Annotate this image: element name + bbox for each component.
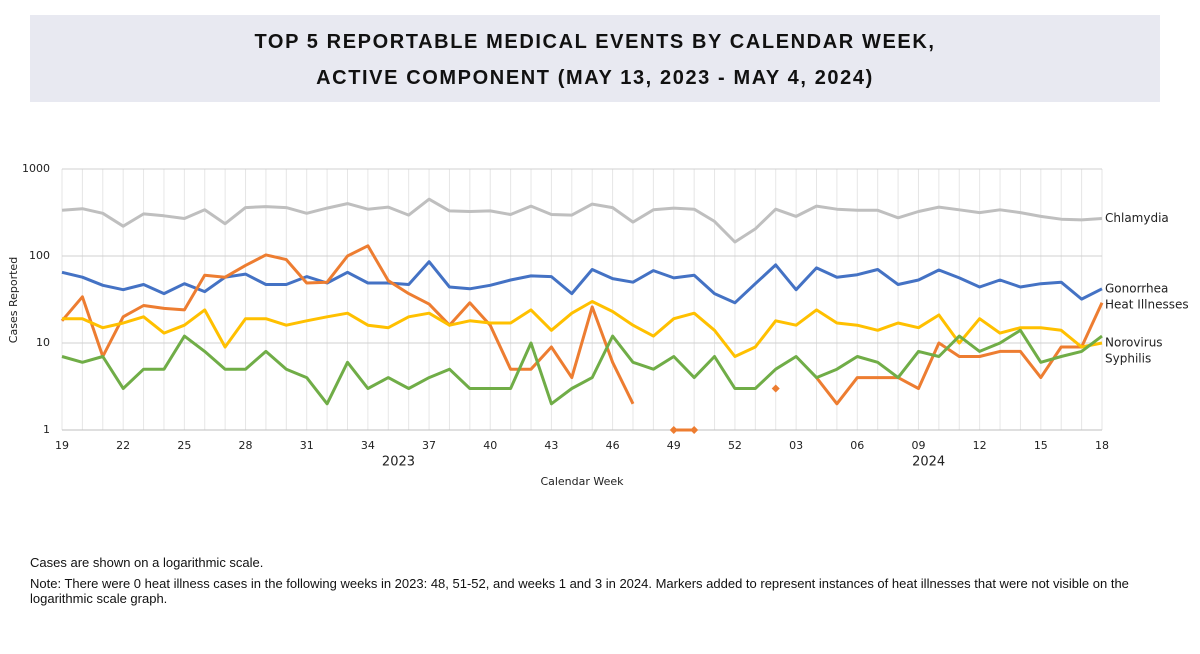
x-tick-label: 09: [911, 439, 925, 452]
x-tick-label: 06: [850, 439, 864, 452]
x-tick-label: 19: [55, 439, 69, 452]
y-axis-label: Cases Reported: [7, 257, 20, 343]
y-tick-label: 1000: [22, 162, 50, 175]
x-tick-label: 18: [1095, 439, 1109, 452]
year-label: 2024: [912, 455, 945, 470]
series-line: [61, 197, 1103, 244]
chart-title: ACTIVE COMPONENT (MAY 13, 2023 - MAY 4, …: [316, 67, 874, 89]
x-tick-label: 22: [116, 439, 130, 452]
y-tick-label: 100: [29, 249, 50, 262]
x-tick-label: 49: [667, 439, 681, 452]
x-tick-label: 31: [300, 439, 314, 452]
note: Note: There were 0 heat illness cases in…: [30, 576, 1129, 606]
y-tick-label: 1: [43, 423, 50, 436]
series-label: Syphilis: [1105, 352, 1151, 366]
series-line: [61, 260, 1103, 305]
series-line: [61, 328, 1103, 406]
x-axis-label: Calendar Week: [540, 475, 624, 488]
series-label: Gonorrhea: [1105, 281, 1168, 295]
chart-title: TOP 5 REPORTABLE MEDICAL EVENTS BY CALEN…: [254, 31, 936, 53]
x-tick-label: 34: [361, 439, 375, 452]
x-tick-label: 52: [728, 439, 742, 452]
x-tick-label: 46: [606, 439, 620, 452]
x-tick-label: 25: [177, 439, 191, 452]
x-tick-label: 03: [789, 439, 803, 452]
x-tick-label: 40: [483, 439, 497, 452]
point-marker: [669, 426, 678, 434]
x-tick-label: 37: [422, 439, 436, 452]
title-box: TOP 5 REPORTABLE MEDICAL EVENTS BY CALEN…: [30, 15, 1160, 102]
x-tick-label: 15: [1034, 439, 1048, 452]
series-label: Heat Illnesses: [1105, 297, 1189, 311]
point-marker: [771, 384, 780, 393]
year-label: 2023: [382, 455, 415, 470]
series-label: Chlamydia: [1105, 211, 1169, 225]
point-marker: [690, 426, 699, 434]
y-tick-label: 10: [36, 336, 50, 349]
x-tick-label: 43: [544, 439, 558, 452]
x-tick-label: 12: [973, 439, 987, 452]
notes: Cases are shown on a logarithmic scale. …: [30, 555, 1170, 612]
series-line: [62, 300, 1103, 358]
series-label: Norovirus: [1105, 336, 1163, 350]
x-tick-label: 28: [239, 439, 253, 452]
note: Cases are shown on a logarithmic scale.: [30, 555, 264, 570]
